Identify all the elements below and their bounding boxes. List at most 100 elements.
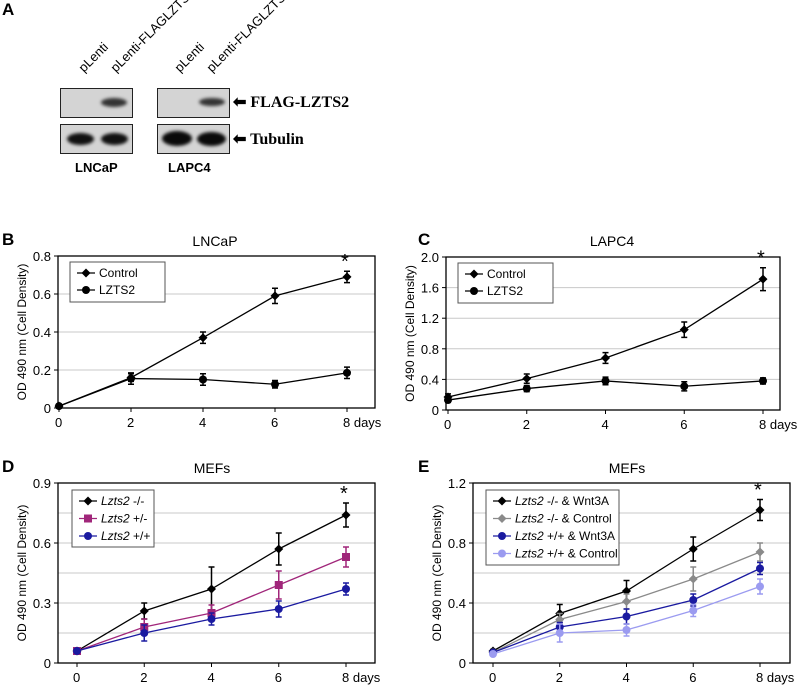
y-tick-label: 0.6 bbox=[33, 287, 51, 302]
legend-condition: +/+ & Wnt3A bbox=[547, 529, 615, 543]
x-tick-label: 2 bbox=[523, 417, 530, 432]
plot-frame bbox=[445, 256, 781, 411]
significance-asterisk: * bbox=[754, 480, 762, 502]
blot-tubulin-lapc4 bbox=[157, 124, 230, 154]
data-point bbox=[755, 505, 765, 515]
y-tick-label: 1.6 bbox=[421, 281, 439, 296]
x-tick-label: 2 bbox=[556, 670, 563, 685]
blot-tubulin-lncap bbox=[60, 124, 133, 154]
panel-label-a: A bbox=[2, 0, 15, 19]
x-tick-label: 8 days bbox=[756, 670, 795, 685]
legend-marker bbox=[469, 269, 479, 279]
x-tick-label: 6 bbox=[689, 670, 696, 685]
x-tick-label: 4 bbox=[602, 417, 609, 432]
data-point bbox=[555, 629, 564, 637]
legend-label: Control bbox=[487, 267, 526, 281]
series-lzts2-control bbox=[489, 578, 764, 658]
legend-condition: -/- & Wnt3A bbox=[547, 494, 609, 508]
y-tick-label: 0 bbox=[44, 401, 51, 416]
chart-title: MEFs bbox=[194, 460, 231, 476]
x-tick-label: 4 bbox=[199, 415, 206, 430]
y-tick-label: 1.2 bbox=[421, 311, 439, 326]
data-point bbox=[274, 544, 284, 554]
data-point bbox=[688, 574, 698, 584]
chart-panel-c: C LAPC4 0 0.4 0.8 1.2 1.6 2.0 0 2 4 6 8 days OD 490 n… bbox=[403, 230, 798, 432]
legend-marker bbox=[498, 549, 506, 558]
x-tick-label: 6 bbox=[271, 415, 278, 430]
significance-asterisk: * bbox=[341, 251, 349, 273]
data-point bbox=[522, 374, 532, 384]
legend-label: Lzts2 +/- bbox=[101, 512, 147, 526]
arrow-icon: ⬅ bbox=[233, 131, 251, 148]
legend-box bbox=[485, 489, 620, 566]
data-point bbox=[55, 402, 63, 411]
y-tick-label: 2.0 bbox=[421, 250, 439, 265]
y-tick-label: 0.8 bbox=[448, 536, 466, 551]
panel-label: C bbox=[418, 230, 430, 249]
data-point bbox=[198, 333, 208, 343]
legend-gene: Lzts2 bbox=[101, 529, 133, 543]
legend-label: Control bbox=[99, 266, 138, 280]
series-lzts2 bbox=[444, 376, 767, 405]
legend-label: Lzts2 +/+ bbox=[101, 529, 150, 543]
data-point bbox=[522, 384, 531, 393]
legend-gene: Lzts2 bbox=[101, 512, 133, 526]
y-tick-label: 0 bbox=[432, 403, 439, 418]
data-point bbox=[756, 582, 764, 591]
x-tick-label: 0 bbox=[55, 415, 62, 430]
data-point bbox=[199, 375, 207, 384]
legend-label: Lzts2 -/- bbox=[101, 494, 144, 508]
legend-label: Lzts2 +/+ & Wnt3A bbox=[515, 529, 615, 543]
significance-asterisk: * bbox=[757, 248, 765, 270]
x-tick-label: 4 bbox=[623, 670, 630, 685]
data-point bbox=[622, 597, 631, 606]
data-point bbox=[274, 581, 283, 589]
x-tick-label: 2 bbox=[127, 415, 134, 430]
arrow-icon: ⬅ bbox=[233, 94, 251, 111]
y-tick-label: 0.4 bbox=[448, 596, 466, 611]
legend-gene: Lzts2 bbox=[101, 494, 133, 508]
y-tick-label: 0.8 bbox=[33, 249, 51, 264]
legend: Control LZTS2 bbox=[69, 261, 166, 303]
chart-title: MEFs bbox=[609, 460, 646, 476]
legend-marker bbox=[497, 514, 507, 523]
chart-panel-e: E MEFs 0 0.4 0.8 1.2 0 2 4 6 8 days OD 490 nm (Cell… bbox=[418, 457, 795, 685]
x-tick-label: 8 days bbox=[759, 417, 798, 432]
y-tick-label: 0.8 bbox=[421, 342, 439, 357]
x-tick-label: 8 days bbox=[343, 415, 382, 430]
x-tick-label: 0 bbox=[444, 417, 451, 432]
y-tick-label: 0.4 bbox=[421, 372, 439, 387]
y-tick-label: 0.2 bbox=[33, 363, 51, 378]
band-label-flag: ⬅ FLAG-LZTS2 bbox=[233, 94, 350, 111]
y-axis-label: OD 490 nm (Cell Density) bbox=[15, 505, 29, 642]
data-point bbox=[680, 382, 689, 391]
legend-gene: Lzts2 bbox=[515, 529, 547, 543]
legend-label: Lzts2 +/+ & Control bbox=[515, 547, 618, 561]
data-point bbox=[758, 274, 768, 284]
plot-frame bbox=[57, 482, 376, 664]
series-lzts2- bbox=[73, 582, 350, 655]
y-axis-label: OD 490 nm (Cell Density) bbox=[430, 505, 444, 642]
data-point bbox=[756, 564, 764, 573]
data-point bbox=[622, 612, 631, 621]
chart-title: LNCaP bbox=[192, 233, 237, 249]
data-point bbox=[342, 585, 350, 593]
legend-condition: -/- & Control bbox=[547, 512, 612, 526]
legend-gene: Lzts2 bbox=[515, 547, 547, 561]
data-point bbox=[444, 396, 452, 405]
data-point bbox=[759, 376, 767, 385]
data-point bbox=[127, 374, 135, 383]
data-point bbox=[342, 553, 350, 561]
significance-asterisk: * bbox=[340, 483, 348, 505]
data-point bbox=[755, 547, 765, 557]
data-point bbox=[689, 606, 698, 615]
legend-condition: +/+ bbox=[133, 529, 150, 543]
legend-label: LZTS2 bbox=[99, 283, 135, 297]
band-label-tubulin: ⬅ Tubulin bbox=[233, 131, 304, 148]
legend-gene: Lzts2 bbox=[515, 494, 547, 508]
data-point bbox=[73, 647, 81, 655]
data-point bbox=[274, 605, 283, 613]
x-tick-label: 0 bbox=[73, 670, 80, 685]
blot-flag-lapc4 bbox=[157, 88, 230, 118]
